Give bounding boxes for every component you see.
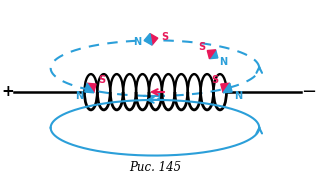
Text: Рис. 145: Рис. 145: [129, 161, 181, 174]
Text: N: N: [219, 57, 228, 67]
Polygon shape: [144, 34, 152, 45]
Text: S: S: [211, 75, 219, 85]
Text: +: +: [2, 84, 14, 100]
Polygon shape: [223, 83, 232, 93]
Polygon shape: [85, 83, 94, 93]
Polygon shape: [210, 50, 218, 59]
Text: S: S: [98, 75, 105, 85]
Polygon shape: [150, 34, 158, 45]
Text: S: S: [161, 32, 168, 42]
Text: N: N: [75, 91, 83, 101]
Text: S: S: [198, 42, 205, 51]
Polygon shape: [207, 50, 216, 59]
Text: −: −: [301, 83, 316, 101]
Text: N: N: [133, 37, 141, 47]
Polygon shape: [221, 83, 230, 93]
Polygon shape: [87, 83, 96, 93]
Text: N: N: [234, 91, 242, 101]
